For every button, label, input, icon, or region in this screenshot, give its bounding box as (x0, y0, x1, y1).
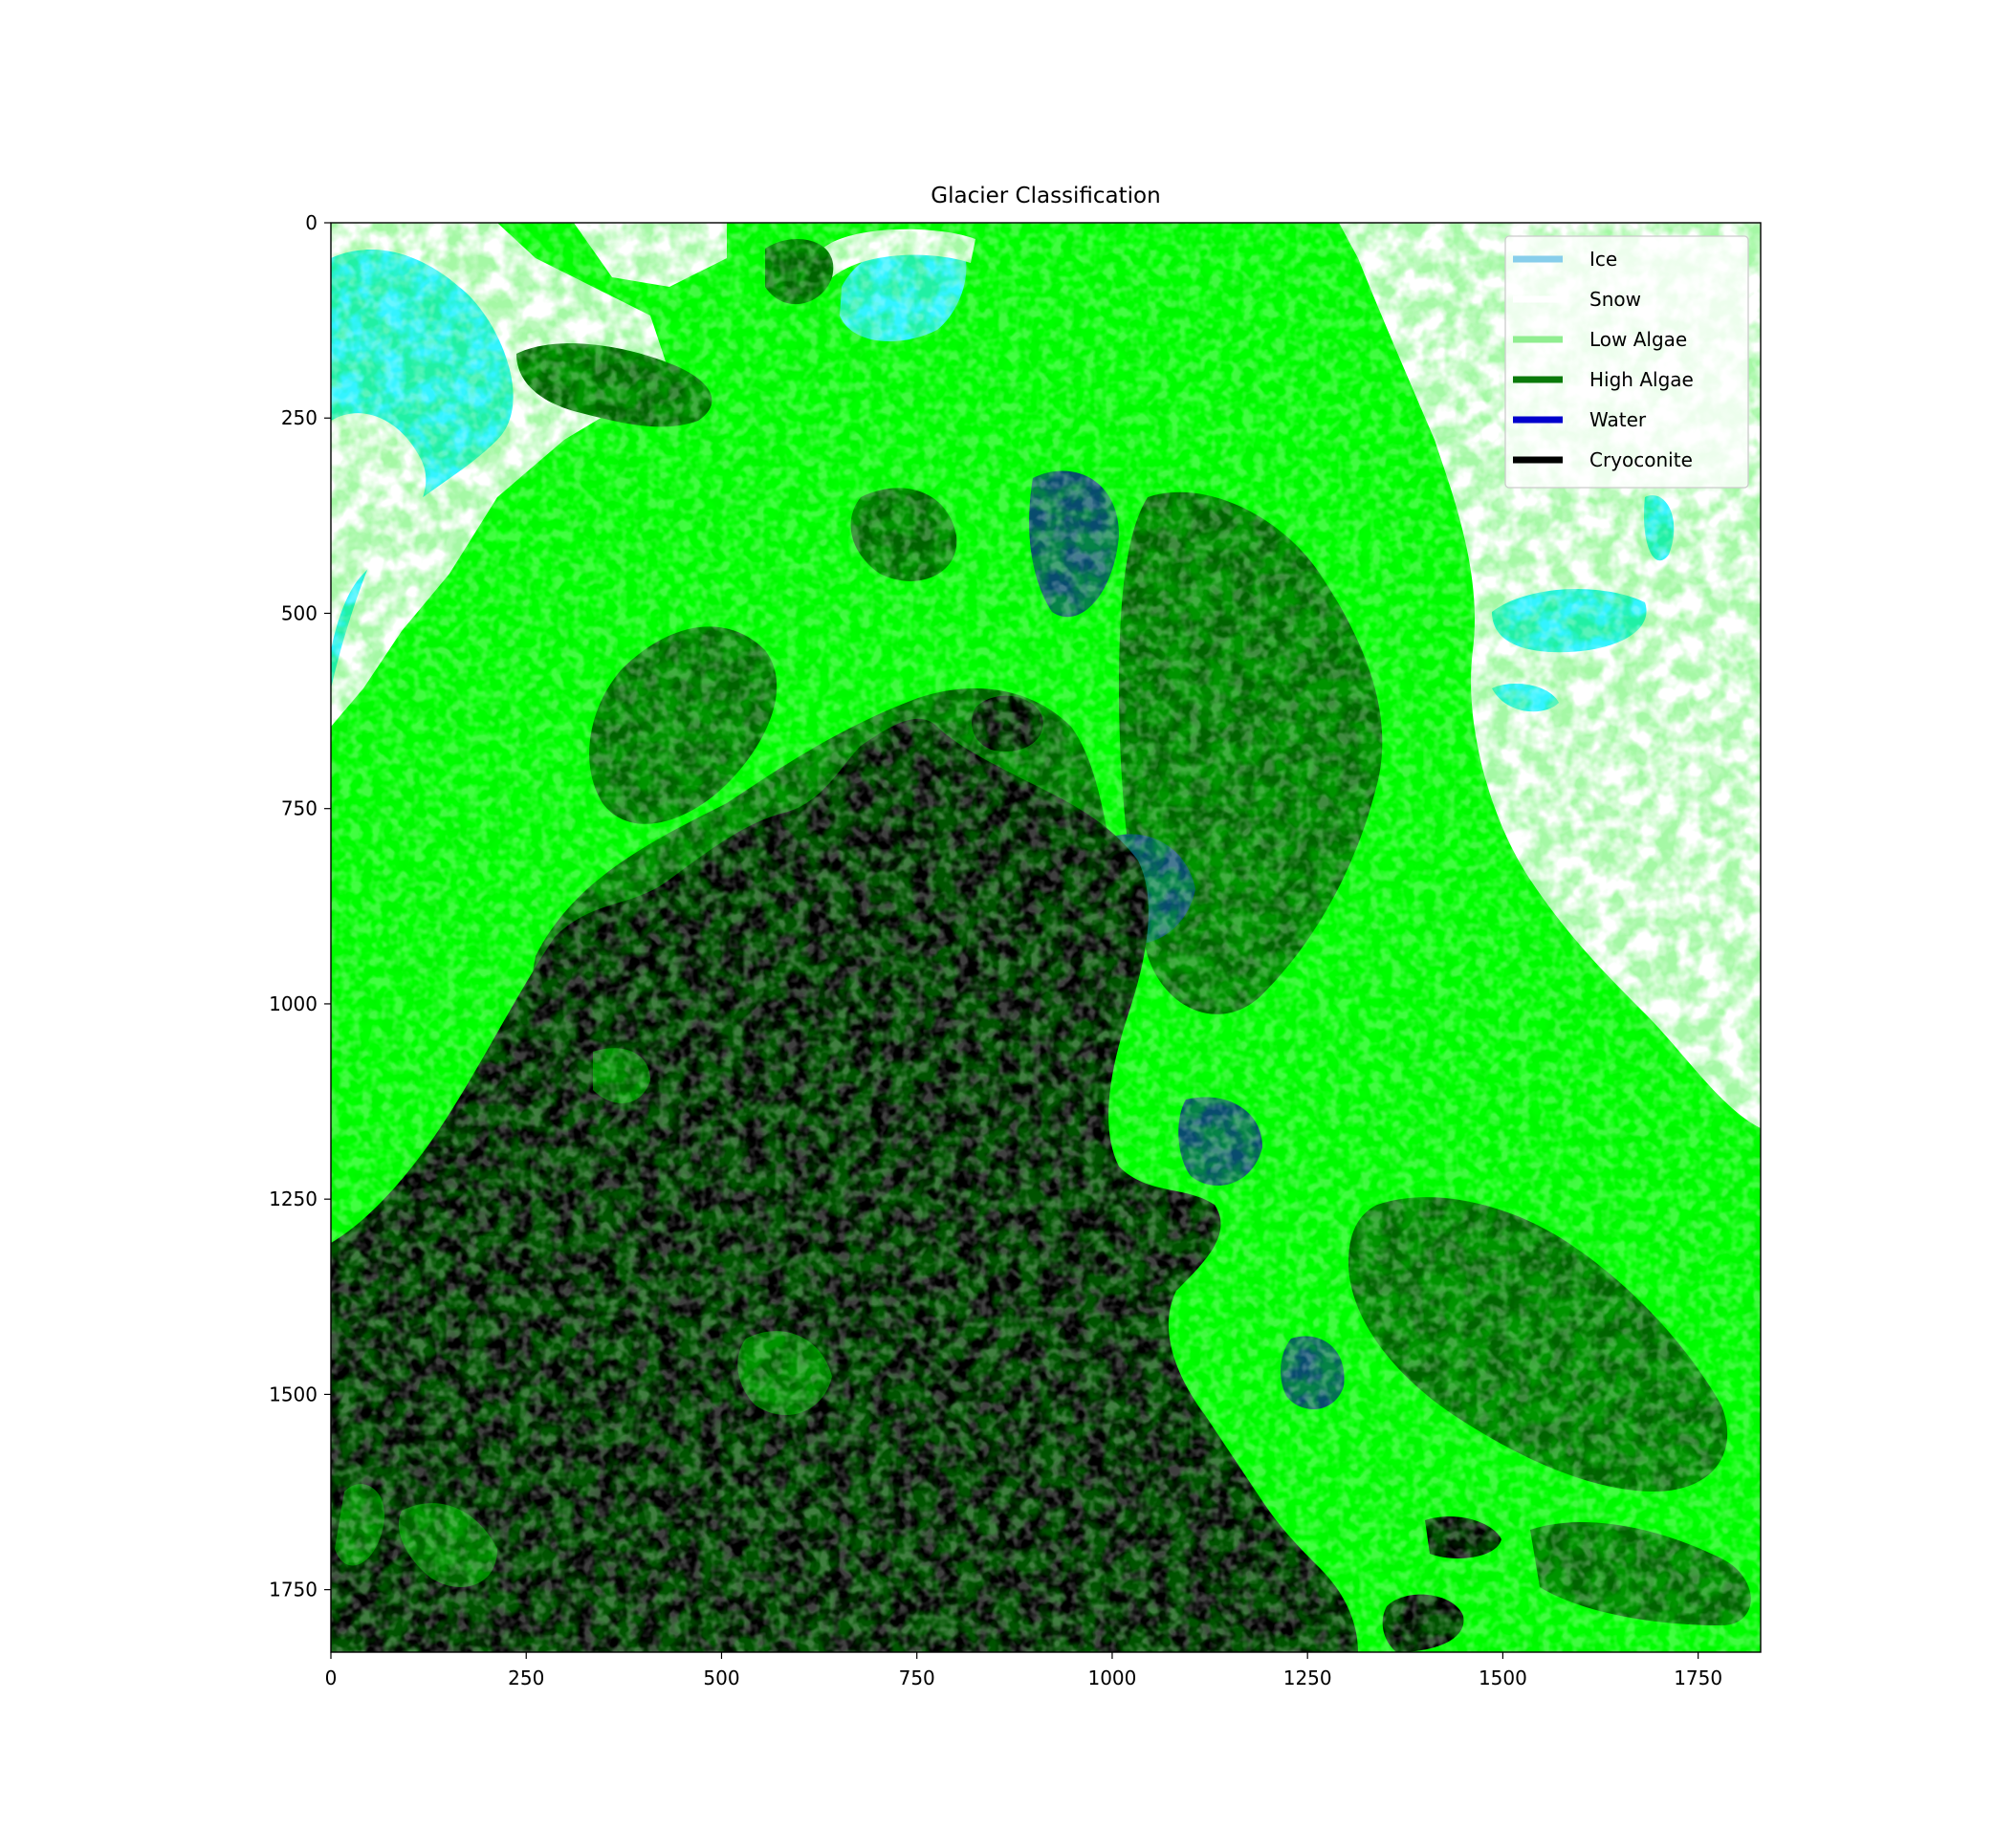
y-tick-label: 1750 (269, 1579, 318, 1601)
legend: Ice Snow Low Algae High Algae Water Cryoconit… (1504, 235, 1749, 489)
y-axis: 0 250 500 750 1000 1250 1500 1750 (269, 211, 331, 1601)
plot-frame (330, 222, 1762, 1653)
legend-label: Cryoconite (1589, 448, 1693, 471)
x-tick-label: 750 (899, 1667, 935, 1689)
legend-label: Low Algae (1589, 328, 1687, 351)
x-tick-label: 1250 (1283, 1667, 1332, 1689)
x-tick-label: 0 (325, 1667, 338, 1689)
legend-label: Ice (1589, 248, 1617, 271)
x-tick-label: 1500 (1479, 1667, 1527, 1689)
y-tick-label: 0 (305, 211, 318, 234)
y-tick-label: 1250 (269, 1187, 318, 1210)
y-tick-label: 1500 (269, 1383, 318, 1405)
x-tick-label: 1000 (1087, 1667, 1136, 1689)
x-axis: 0 250 500 750 1000 1250 1500 1750 (325, 1652, 1722, 1689)
legend-label: Snow (1589, 288, 1641, 311)
y-tick-label: 500 (281, 601, 318, 624)
chart-title: Glacier Classification (931, 184, 1160, 208)
y-tick-label: 1000 (269, 992, 318, 1015)
x-tick-label: 500 (703, 1667, 739, 1689)
legend-label: Water (1589, 408, 1647, 431)
legend-label: High Algae (1589, 368, 1694, 391)
legend-frame (1504, 235, 1749, 489)
x-tick-label: 250 (508, 1667, 544, 1689)
x-tick-label: 1750 (1674, 1667, 1722, 1689)
y-tick-label: 750 (281, 797, 318, 820)
y-tick-label: 250 (281, 406, 318, 429)
